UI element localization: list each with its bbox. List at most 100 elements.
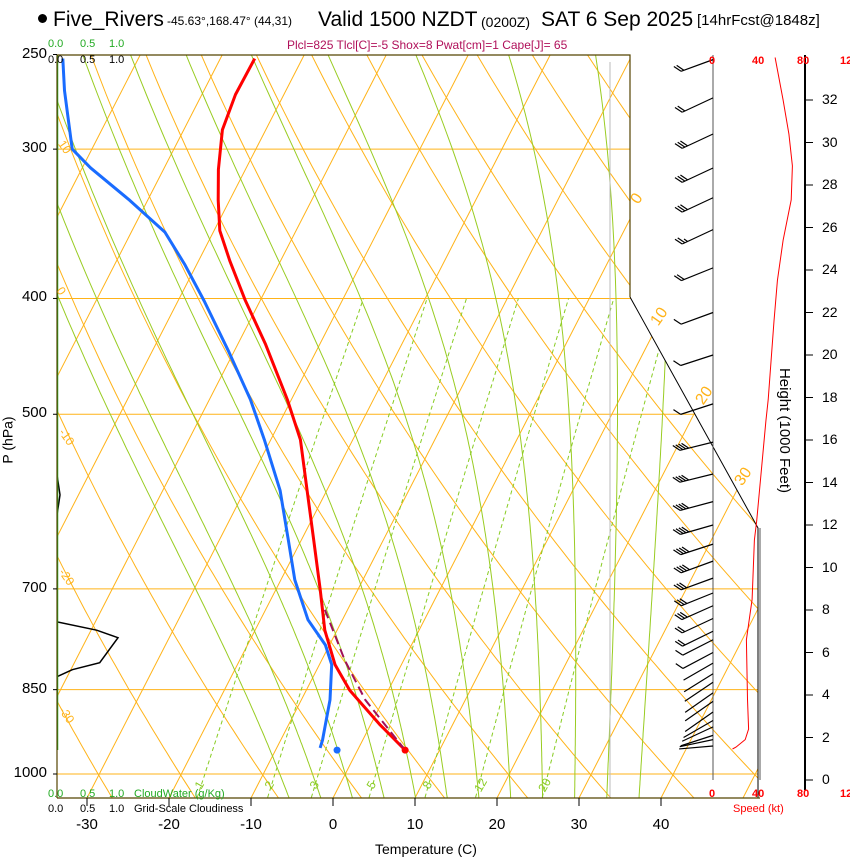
cloudiness-tick-top-1: 1.0 xyxy=(109,54,125,66)
wind-barb-feather xyxy=(675,504,684,511)
wind-barb-staff xyxy=(683,673,714,693)
wind-barb-feather xyxy=(674,627,683,634)
wind-barb-feather xyxy=(681,474,690,481)
moist-adiabat xyxy=(327,55,512,798)
height-tick-label: 12 xyxy=(822,516,838,532)
height-tick-label: 18 xyxy=(822,388,838,405)
moist-adiabat xyxy=(595,55,618,798)
dry-adiabat xyxy=(191,55,701,798)
wind-barb-feather xyxy=(677,175,686,182)
p-tick-label: 500 xyxy=(21,404,47,422)
wind-barb-feather xyxy=(676,583,685,590)
wind-barb-feather xyxy=(676,274,685,280)
wind-barb-feather xyxy=(676,566,685,573)
wind-barb-feather xyxy=(680,204,688,211)
height-tick-label: 2 xyxy=(822,728,830,745)
wind-barb-feather xyxy=(673,549,681,556)
cloudwater-label: CloudWater (g/Kg) xyxy=(134,788,225,800)
x-tick-label: -20 xyxy=(158,816,180,833)
station-name: Five_Rivers xyxy=(53,8,164,31)
wind-barb-staff xyxy=(679,739,714,748)
wind-barb-feather xyxy=(683,238,688,242)
mixing-ratio-line-12 xyxy=(473,298,615,798)
wind-barb-staff xyxy=(683,662,714,681)
wind-barb-staff xyxy=(684,681,714,702)
wind-barb-feather xyxy=(672,505,681,511)
moist-adiabat xyxy=(82,55,386,798)
moist-adiabat xyxy=(508,55,577,798)
height-tick-label: 28 xyxy=(822,176,838,192)
wind-barb-feather xyxy=(673,360,681,367)
isotherm-40 xyxy=(660,55,758,798)
wind-barb xyxy=(683,719,714,739)
wind-barb xyxy=(672,524,714,535)
wind-barb-feather xyxy=(678,547,687,554)
speed-tick-bottom-0: 0 xyxy=(709,788,716,800)
x-tick-label: 0 xyxy=(328,816,338,833)
speed-tick-top-0: 0 xyxy=(709,55,716,67)
wind-barb-feather xyxy=(681,442,690,449)
height-tick-label: 20 xyxy=(822,346,838,362)
plot-frame-diagonal xyxy=(629,296,759,798)
station-coords: -45.63°,168.47° (44,31) xyxy=(167,14,293,28)
isotherm-50 xyxy=(742,55,758,798)
mixing-ratio-line-5 xyxy=(366,298,519,798)
wind-barb-feather xyxy=(675,528,684,535)
moist-adiabat xyxy=(57,55,355,798)
wind-barb xyxy=(673,311,714,325)
wind-barb-feather xyxy=(672,476,681,483)
wind-barb xyxy=(673,592,714,607)
dry-adiabat xyxy=(82,55,534,798)
wind-barb-feather xyxy=(675,476,684,482)
isotherm--40 xyxy=(57,55,387,798)
height-tick-label: 0 xyxy=(822,771,830,787)
x-tick-label: 30 xyxy=(570,816,588,833)
wind-barb-staff xyxy=(683,719,714,739)
wind-barb-feather xyxy=(677,639,686,646)
isotherm--60 xyxy=(57,55,223,798)
dry-adiabat xyxy=(57,55,367,798)
wind-barb-feather xyxy=(681,564,690,571)
height-tick-label: 22 xyxy=(822,303,838,320)
wind-barb-staff xyxy=(681,617,714,634)
wind-barb-feather xyxy=(676,64,685,71)
dry-adiabat xyxy=(464,55,758,798)
wind-barb-staff xyxy=(681,267,714,282)
cloudiness-tick-top-0: 0.0 xyxy=(48,54,64,66)
wind-barb-feather xyxy=(678,503,687,510)
height-tick-label: 26 xyxy=(822,218,838,235)
wind-barb xyxy=(683,662,714,681)
p-tick-label: 1000 xyxy=(13,764,47,781)
wind-barb-feather xyxy=(676,599,685,606)
wind-barb-feather xyxy=(677,626,686,633)
cloudiness-tick-bottom-05: 0.5 xyxy=(80,803,96,815)
temperature-line xyxy=(216,57,407,752)
y-axis-title: P (hPa) xyxy=(0,416,16,464)
wind-barb xyxy=(674,630,714,647)
x-tick-label: -10 xyxy=(240,816,262,833)
wind-barb xyxy=(674,97,714,113)
moist-adiabat xyxy=(57,55,292,798)
wind-barb xyxy=(673,403,714,415)
wind-barb xyxy=(679,745,714,750)
wind-barb xyxy=(680,734,714,747)
wind-barb-staff xyxy=(681,726,714,742)
wind-barb-feather xyxy=(680,140,688,147)
isotherm--70 xyxy=(57,55,141,798)
cloudiness-profile xyxy=(57,474,120,678)
height-tick-label: 4 xyxy=(822,686,830,702)
dry-adiabat xyxy=(57,55,284,798)
speed-tick-top-40: 40 xyxy=(752,55,765,67)
wind-barb-feather xyxy=(678,443,687,450)
speed-tick-top-120: 12 xyxy=(840,55,850,67)
p-tick-label: 400 xyxy=(21,288,47,306)
wind-barb-staff xyxy=(681,197,714,213)
wind-barb-staff xyxy=(682,639,714,656)
wind-barb xyxy=(675,651,714,669)
wind-barb-feather xyxy=(672,529,681,535)
dry-adiabat xyxy=(57,55,450,798)
cloudwater-tick-bottom-0: 0.0 xyxy=(48,788,64,800)
mixing-ratio-line-3 xyxy=(308,298,467,798)
wind-barb xyxy=(673,267,714,282)
